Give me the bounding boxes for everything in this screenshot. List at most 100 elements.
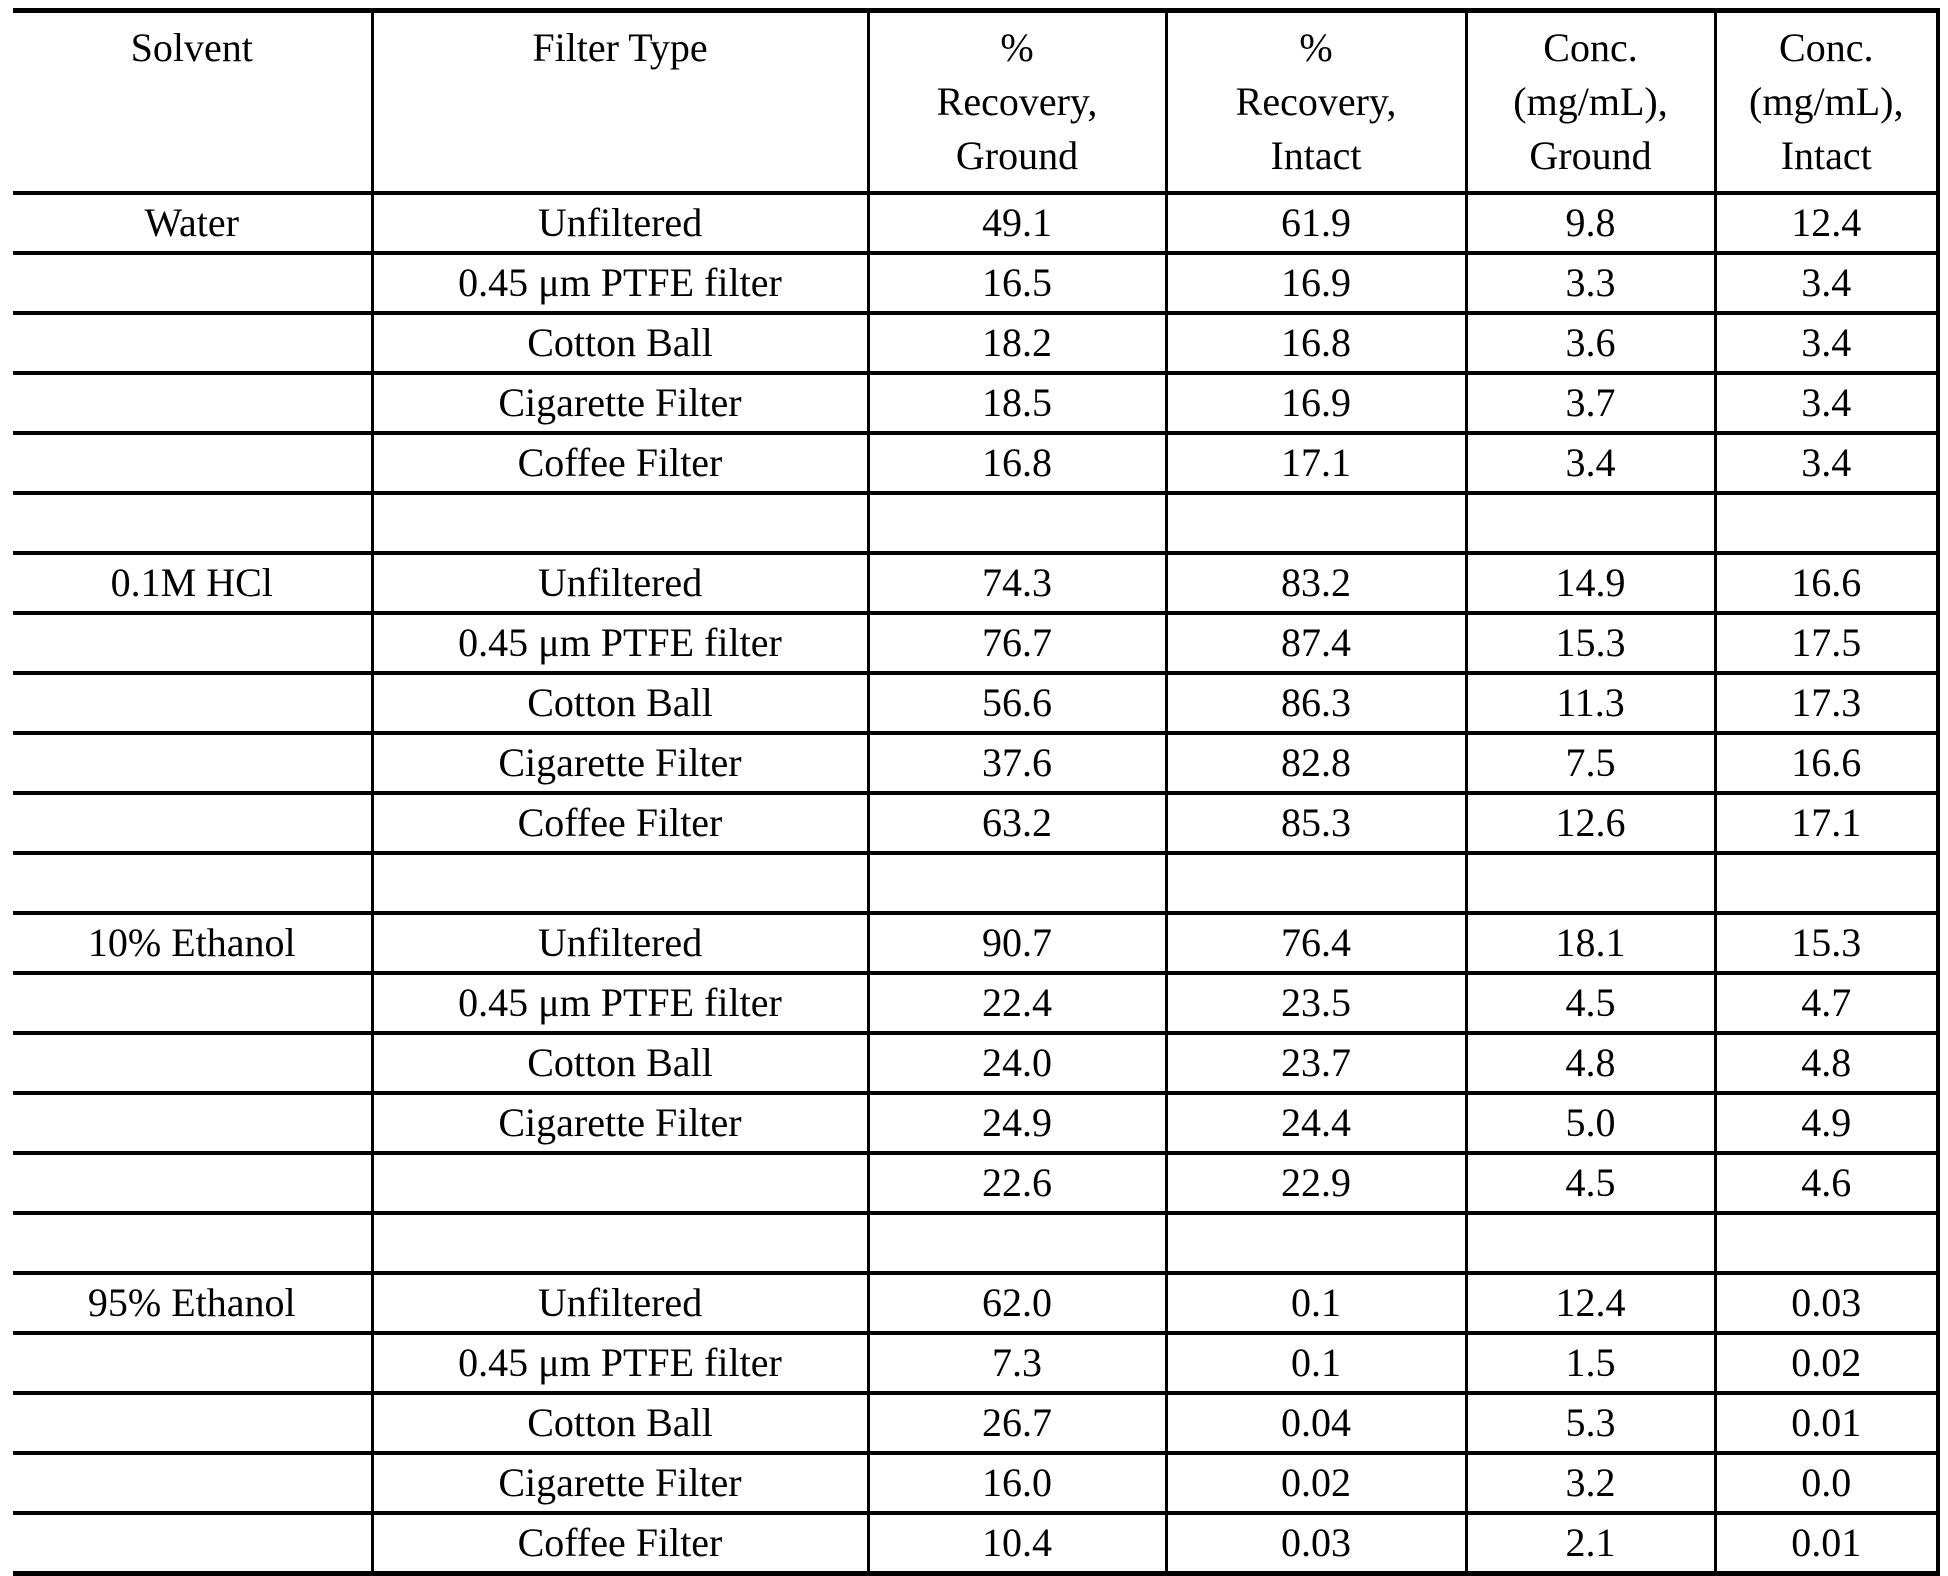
table-row: 0.45 μm PTFE filter 76.7 87.4 15.3 17.5	[13, 611, 1940, 675]
value-cell-recovery-intact: 0.1	[1164, 1271, 1468, 1335]
filter-type-cell: Unfiltered	[370, 191, 870, 255]
filter-type-cell: Cotton Ball	[370, 311, 870, 375]
value-cell-conc-intact: 17.5	[1713, 611, 1940, 675]
value-cell-conc-ground: 11.3	[1464, 671, 1717, 735]
column-header-solvent: Solvent	[13, 8, 374, 195]
value-cell-recovery-intact: 16.9	[1164, 251, 1468, 315]
column-header-line: (mg/mL),	[1513, 79, 1668, 124]
value-cell-recovery-intact: 87.4	[1164, 611, 1468, 675]
solvent-cell	[13, 371, 374, 435]
filter-type-cell: Coffee Filter	[370, 791, 870, 855]
value-cell-conc-ground	[1464, 1211, 1717, 1275]
solvent-cell: 10% Ethanol	[13, 911, 374, 975]
value-cell-conc-intact: 0.01	[1713, 1391, 1940, 1455]
value-cell-conc-ground: 7.5	[1464, 731, 1717, 795]
value-cell-conc-ground: 3.2	[1464, 1451, 1717, 1515]
filter-type-cell	[370, 491, 870, 555]
table-row: Cotton Ball 18.2 16.8 3.6 3.4	[13, 311, 1940, 375]
solvent-cell	[13, 611, 374, 675]
solvent-cell	[13, 1031, 374, 1095]
value-cell-recovery-intact	[1164, 491, 1468, 555]
table-row: Coffee Filter 10.4 0.03 2.1 0.01	[13, 1511, 1940, 1576]
column-header-line: (mg/mL),	[1749, 79, 1904, 124]
column-header-line: Solvent	[130, 25, 253, 70]
value-cell-recovery-ground: 7.3	[866, 1331, 1168, 1395]
value-cell-recovery-intact: 82.8	[1164, 731, 1468, 795]
value-cell-recovery-ground: 22.6	[866, 1151, 1168, 1215]
value-cell-recovery-intact: 0.1	[1164, 1331, 1468, 1395]
column-header-line: Filter Type	[532, 25, 708, 70]
filter-type-cell: Unfiltered	[370, 1271, 870, 1335]
value-cell-conc-ground: 15.3	[1464, 611, 1717, 675]
value-cell-conc-ground	[1464, 851, 1717, 915]
solvent-cell	[13, 1211, 374, 1275]
solvent-cell	[13, 671, 374, 735]
column-header-conc-intact: Conc. (mg/mL), Intact	[1713, 8, 1940, 195]
spacer-row	[13, 1211, 1940, 1275]
value-cell-recovery-intact	[1164, 851, 1468, 915]
column-header-line: Intact	[1780, 133, 1872, 178]
filter-type-cell: Cotton Ball	[370, 671, 870, 735]
column-header-line: Ground	[1529, 133, 1652, 178]
solvent-cell	[13, 1451, 374, 1515]
solvent-cell	[13, 431, 374, 495]
spacer-row	[13, 851, 1940, 915]
value-cell-recovery-intact: 24.4	[1164, 1091, 1468, 1155]
value-cell-conc-ground: 2.1	[1464, 1511, 1717, 1576]
column-header-line: %	[1299, 25, 1333, 70]
value-cell-conc-ground	[1464, 491, 1717, 555]
table-row: 0.1M HCl Unfiltered 74.3 83.2 14.9 16.6	[13, 551, 1940, 615]
value-cell-recovery-ground: 49.1	[866, 191, 1168, 255]
solvent-cell	[13, 851, 374, 915]
value-cell-recovery-ground: 26.7	[866, 1391, 1168, 1455]
column-header-line: Ground	[955, 133, 1079, 178]
value-cell-conc-intact: 16.6	[1713, 731, 1940, 795]
filter-type-cell	[370, 1151, 870, 1215]
table-body: Water Unfiltered 49.1 61.9 9.8 12.4 0.45 μm PT…	[13, 191, 1940, 1576]
column-header-line: Recovery,	[1235, 79, 1397, 124]
value-cell-conc-intact: 4.7	[1713, 971, 1940, 1035]
value-cell-conc-ground: 3.7	[1464, 371, 1717, 435]
value-cell-conc-ground: 12.4	[1464, 1271, 1717, 1335]
value-cell-conc-ground: 12.6	[1464, 791, 1717, 855]
solvent-cell	[13, 1331, 374, 1395]
value-cell-recovery-ground: 76.7	[866, 611, 1168, 675]
value-cell-recovery-ground: 63.2	[866, 791, 1168, 855]
filter-type-cell: Coffee Filter	[370, 431, 870, 495]
filter-type-cell: Unfiltered	[370, 551, 870, 615]
value-cell-recovery-intact	[1164, 1211, 1468, 1275]
value-cell-recovery-intact: 17.1	[1164, 431, 1468, 495]
value-cell-recovery-ground	[866, 851, 1168, 915]
filter-type-cell: Cigarette Filter	[370, 371, 870, 435]
filter-type-cell: Cigarette Filter	[370, 1091, 870, 1155]
value-cell-recovery-intact: 22.9	[1164, 1151, 1468, 1215]
data-table: Solvent Filter Type% Recovery, Ground% Recov…	[13, 8, 1940, 1576]
table-row: Cigarette Filter 16.0 0.02 3.2 0.0	[13, 1451, 1940, 1515]
solvent-cell	[13, 1391, 374, 1455]
filter-type-cell: 0.45 μm PTFE filter	[370, 1331, 870, 1395]
value-cell-recovery-intact: 86.3	[1164, 671, 1468, 735]
table-row: 0.45 μm PTFE filter 7.3 0.1 1.5 0.02	[13, 1331, 1940, 1395]
value-cell-conc-ground: 1.5	[1464, 1331, 1717, 1395]
value-cell-conc-intact: 12.4	[1713, 191, 1940, 255]
value-cell-conc-intact: 16.6	[1713, 551, 1940, 615]
value-cell-conc-ground: 3.3	[1464, 251, 1717, 315]
solvent-filter-recovery-table: Solvent Filter Type% Recovery, Ground% Recov…	[13, 8, 1940, 1576]
value-cell-conc-intact	[1713, 1211, 1940, 1275]
value-cell-recovery-ground: 10.4	[866, 1511, 1168, 1576]
value-cell-recovery-intact: 0.02	[1164, 1451, 1468, 1515]
solvent-cell	[13, 1151, 374, 1215]
value-cell-recovery-ground: 16.0	[866, 1451, 1168, 1515]
value-cell-conc-intact: 0.0	[1713, 1451, 1940, 1515]
value-cell-recovery-intact: 0.04	[1164, 1391, 1468, 1455]
value-cell-conc-ground: 14.9	[1464, 551, 1717, 615]
value-cell-conc-intact: 17.3	[1713, 671, 1940, 735]
value-cell-recovery-ground: 24.0	[866, 1031, 1168, 1095]
filter-type-cell: Unfiltered	[370, 911, 870, 975]
value-cell-recovery-ground: 90.7	[866, 911, 1168, 975]
value-cell-conc-intact: 0.02	[1713, 1331, 1940, 1395]
value-cell-recovery-ground: 74.3	[866, 551, 1168, 615]
value-cell-conc-intact: 4.8	[1713, 1031, 1940, 1095]
table-row: 95% Ethanol Unfiltered 62.0 0.1 12.4 0.03	[13, 1271, 1940, 1335]
value-cell-conc-intact	[1713, 851, 1940, 915]
